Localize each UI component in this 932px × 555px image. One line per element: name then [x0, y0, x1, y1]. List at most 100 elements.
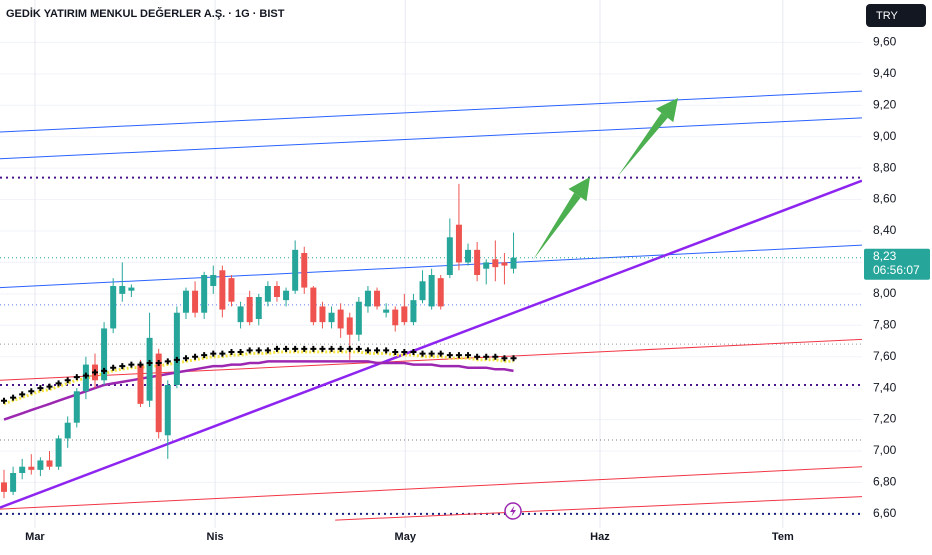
candle-body: [210, 275, 217, 286]
candle-body: [337, 309, 344, 329]
ma-cross: [483, 353, 490, 360]
candle-body: [474, 249, 481, 275]
y-tick-label: 6,60: [873, 506, 897, 520]
ma-cross: [219, 350, 226, 357]
ma-cross: [374, 347, 381, 354]
ma-cross: [264, 347, 271, 354]
candle-body: [273, 286, 280, 297]
trend-line: [335, 496, 862, 521]
candle-body: [465, 249, 472, 263]
candle-body: [346, 317, 353, 335]
candle-body: [492, 259, 499, 268]
y-tick-label: 9,00: [873, 129, 897, 143]
candle-body: [155, 353, 162, 433]
countdown-label: 06:56:07: [873, 263, 920, 277]
candle-body: [164, 385, 171, 436]
y-tick-label: 8,00: [873, 286, 897, 300]
candle-body: [364, 290, 371, 307]
ma-cross: [383, 347, 390, 354]
candle-body: [383, 309, 390, 313]
plot-area: [0, 90, 862, 521]
candle-body: [328, 312, 335, 323]
trend-line: [0, 244, 862, 289]
candle-body: [137, 364, 144, 404]
ma-cross: [182, 355, 189, 362]
candle-body: [301, 253, 308, 288]
ma-cross: [401, 349, 408, 355]
ma-cross: [437, 350, 444, 357]
candle-body: [237, 306, 244, 323]
ma-cross: [101, 367, 108, 374]
ma-cross: [210, 350, 217, 357]
candle-body: [55, 438, 62, 467]
candle-body: [246, 297, 253, 323]
ma-cross: [155, 360, 162, 366]
candle-body: [292, 249, 299, 291]
candle-body: [283, 290, 290, 301]
ma-cross: [110, 364, 117, 371]
ma-cross: [465, 352, 472, 359]
candle-body: [446, 237, 453, 275]
candle-body: [455, 224, 462, 263]
ma-cross: [73, 374, 80, 381]
candle-body: [392, 309, 399, 326]
currency-badge[interactable]: [866, 4, 926, 27]
candle-body: [182, 290, 189, 313]
candle-body: [255, 297, 262, 319]
candle-body: [46, 460, 53, 467]
ma-cross: [137, 361, 144, 368]
ma-cross: [82, 372, 89, 379]
ma-cross: [310, 345, 317, 352]
arrow-head: [568, 177, 590, 202]
ma-cross: [292, 345, 299, 352]
ma-cross: [455, 352, 462, 359]
trend-line: [0, 90, 862, 133]
annotation-arrows: [533, 98, 678, 260]
candle-body: [355, 301, 362, 335]
candle-body: [374, 290, 381, 307]
trend-line: [0, 117, 862, 160]
y-tick-label: 7,00: [873, 443, 897, 457]
trend-line: [0, 338, 862, 381]
grid: [0, 0, 862, 528]
currency-label[interactable]: TRY: [876, 10, 898, 22]
y-tick-label: 9,60: [873, 35, 897, 49]
ma-cross: [355, 345, 362, 352]
ma-cross: [1, 397, 8, 404]
y-tick-label: 9,20: [873, 97, 897, 111]
ma-cross: [237, 349, 244, 355]
candle-body: [428, 275, 435, 307]
ma-cross: [201, 352, 208, 359]
x-tick-label: Nis: [207, 531, 224, 543]
ma-cross: [91, 369, 98, 376]
y-tick-label: 7,20: [873, 412, 897, 426]
candle-body: [1, 482, 8, 492]
y-tick-label: 9,40: [873, 66, 897, 80]
candle-body: [510, 257, 517, 269]
candle-body: [110, 286, 117, 329]
ma-cross: [19, 391, 26, 398]
candle-body: [19, 466, 26, 473]
candle-body: [219, 270, 226, 310]
axes: 6,606,807,007,207,407,607,808,008,208,40…: [25, 35, 930, 543]
ma-cross: [301, 345, 308, 352]
candle-body: [37, 460, 44, 470]
ma-cross: [192, 353, 199, 360]
ma-cross: [392, 349, 399, 355]
ma-cross: [28, 388, 35, 395]
candle-body: [228, 278, 235, 302]
candle-body: [119, 286, 126, 294]
y-tick-label: 8,80: [873, 160, 897, 174]
chart-title: GEDİK YATIRIM MENKUL DEĞERLER A.Ş. · 1G …: [6, 7, 285, 20]
ma-cross: [510, 355, 517, 362]
y-tick-label: 6,80: [873, 475, 897, 489]
ma-cross: [337, 345, 344, 352]
ma-cross: [173, 356, 180, 363]
ma-cross: [410, 349, 417, 355]
ma-cross: [319, 345, 326, 352]
arrow-shaft: [533, 192, 581, 260]
candle-body: [101, 328, 108, 381]
candle-body: [483, 262, 490, 269]
